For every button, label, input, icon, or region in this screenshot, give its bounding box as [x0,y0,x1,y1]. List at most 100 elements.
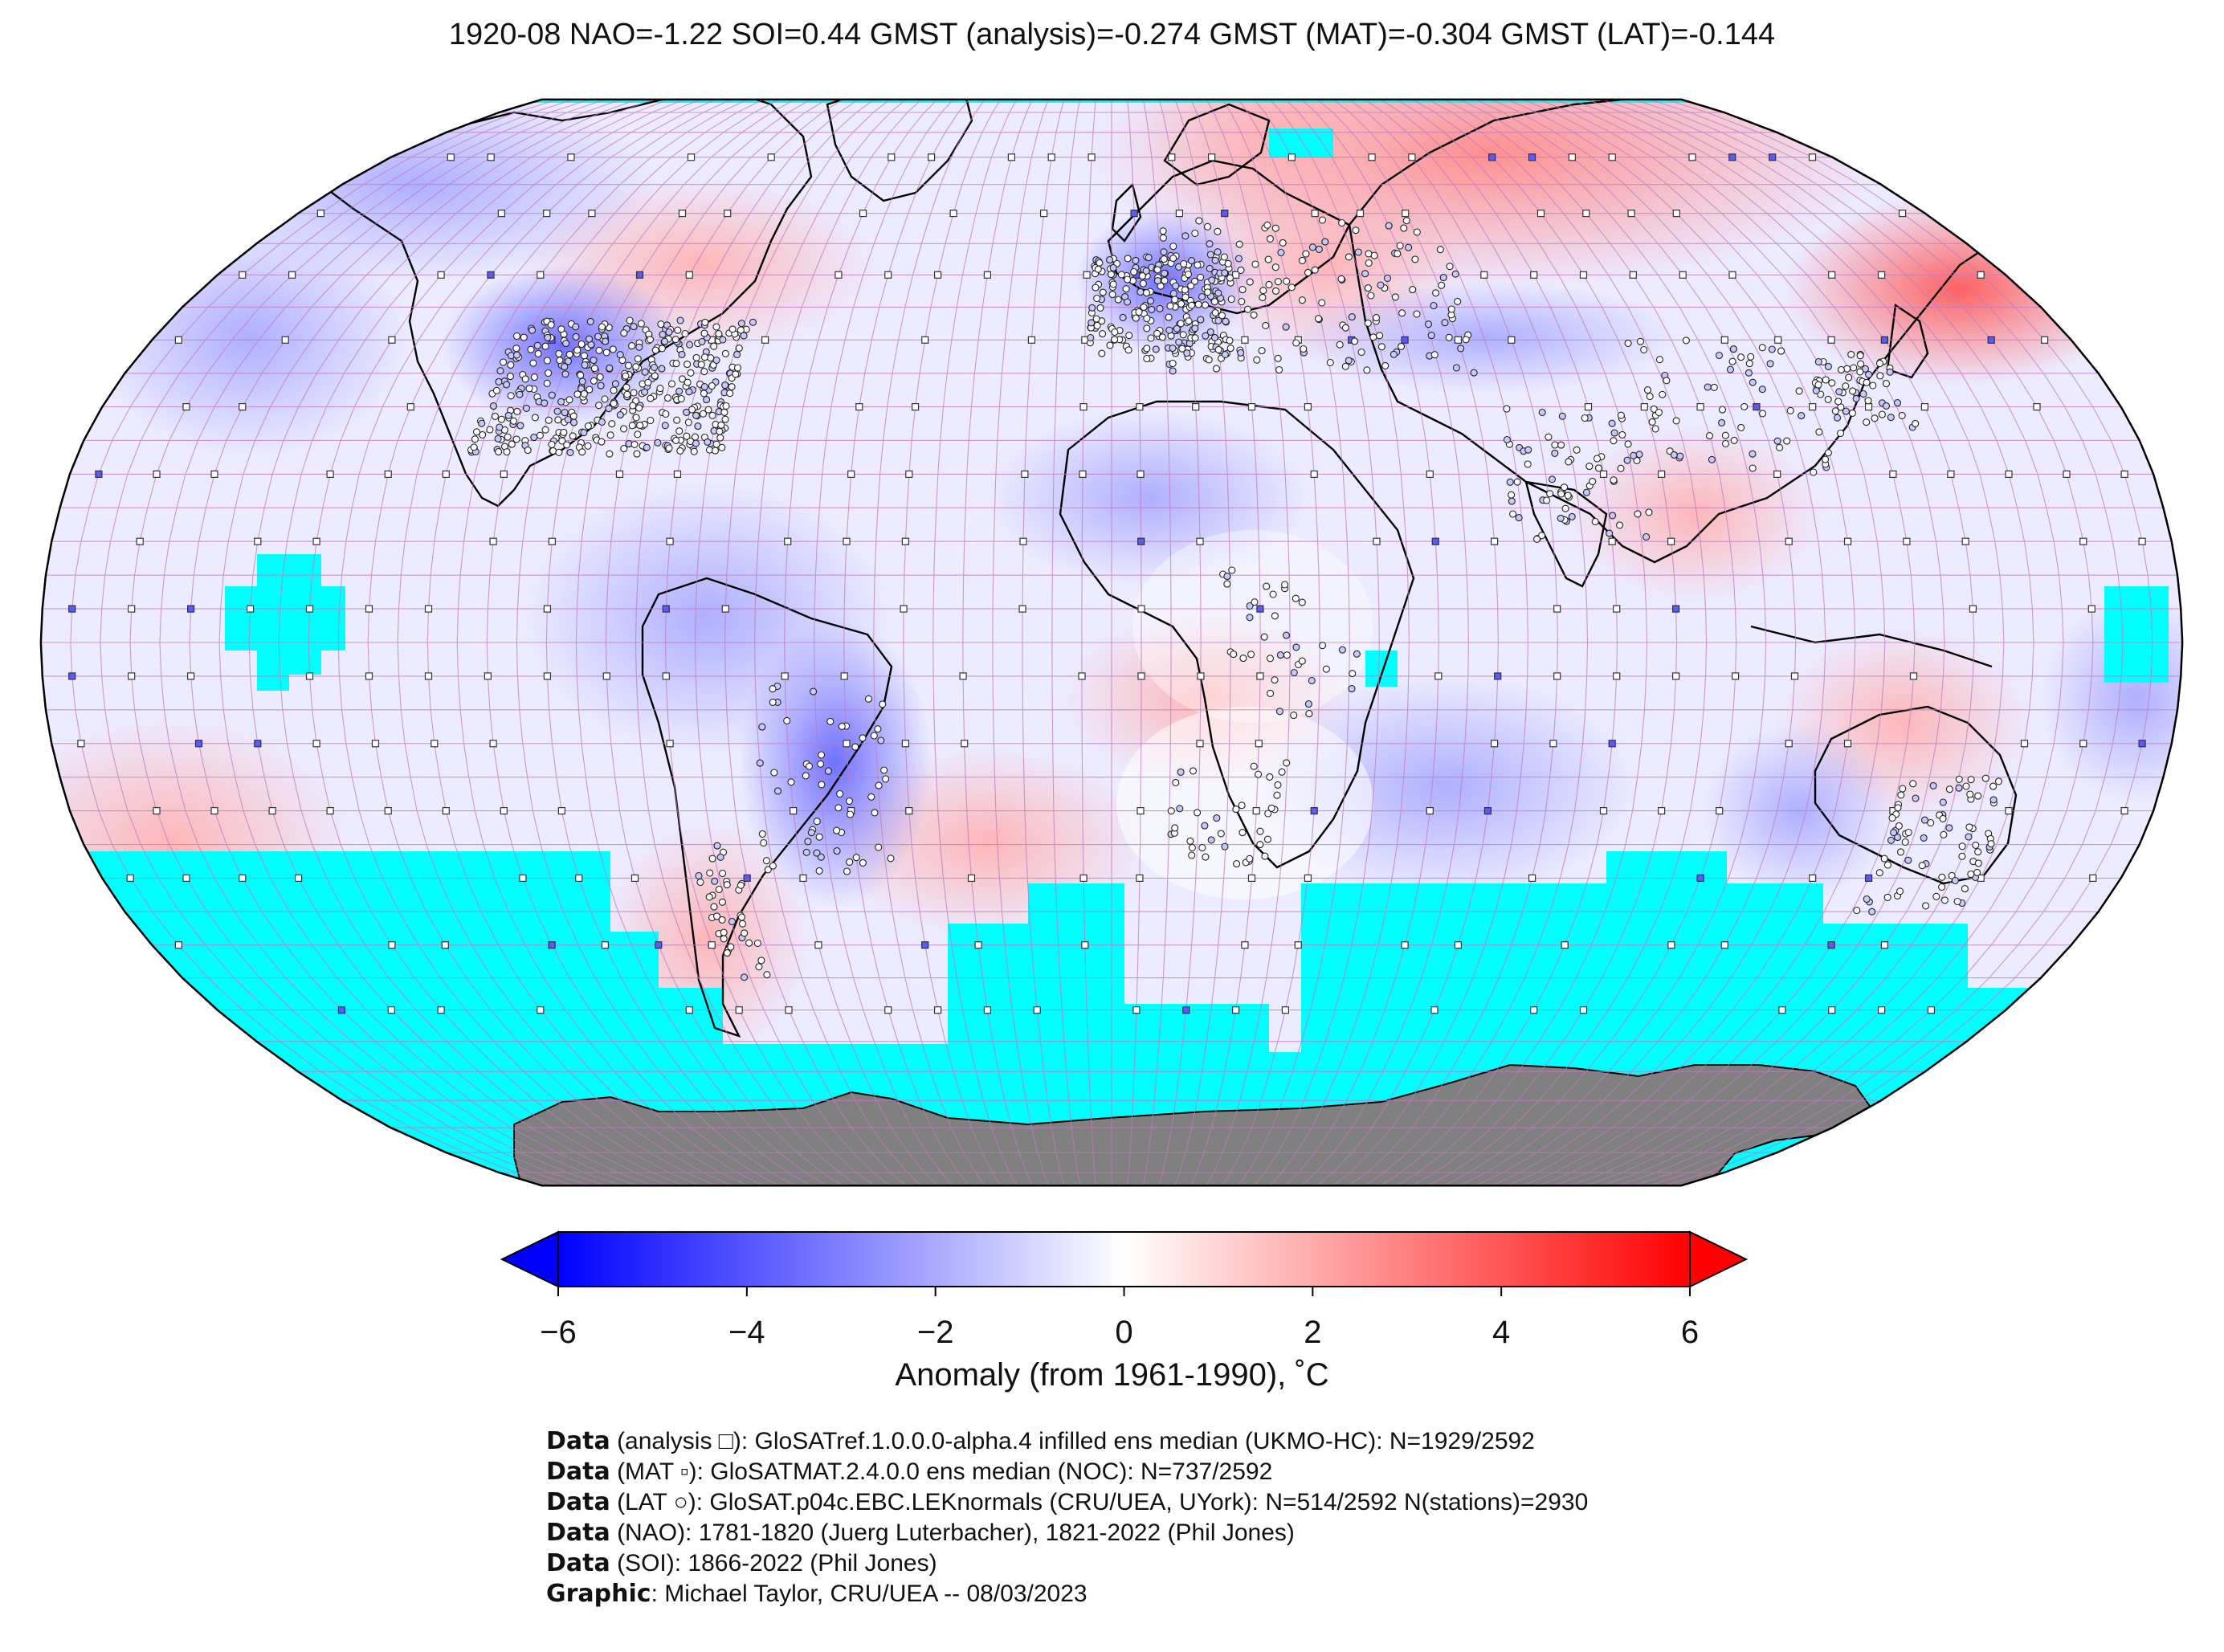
station-marker [524,447,532,455]
station-marker [1798,412,1806,420]
station-marker [704,438,712,446]
station-marker [1454,297,1462,305]
station-marker [1413,228,1421,236]
station-marker [1961,885,1969,893]
station-marker [787,778,795,786]
colorbar-tick-label: 2 [1304,1315,1321,1350]
analysis-marker [1909,672,1918,680]
station-marker [762,857,770,865]
station-marker [1376,332,1384,340]
station-marker [1564,492,1572,500]
station-marker [1088,319,1096,327]
station-marker [590,365,598,373]
analysis-marker [2005,806,2013,815]
station-marker [753,939,761,948]
analysis-marker [126,874,134,883]
station-marker [569,432,577,440]
station-marker [1912,794,1920,802]
station-marker [1974,848,1982,856]
station-marker [529,359,537,367]
analysis-marker [1627,210,1635,218]
analysis-marker [1903,537,1911,545]
station-marker [760,838,768,847]
analysis-marker [1136,806,1145,815]
station-marker [1945,785,1953,793]
station-marker [594,332,602,341]
analysis-marker [1640,403,1648,411]
station-marker [1377,343,1385,351]
station-marker [805,762,814,770]
station-marker [763,971,771,979]
analysis-marker [1969,605,1977,613]
analysis-marker [1528,153,1536,161]
station-marker [1617,411,1625,419]
analysis-marker [1079,874,1088,883]
station-marker [1391,293,1399,301]
grid-meridian [1427,99,1708,1186]
station-marker [1292,643,1300,651]
analysis-marker [1231,1006,1240,1014]
analysis-marker [1083,271,1091,279]
station-marker [584,442,592,450]
analysis-marker [1987,336,1995,344]
station-marker [1223,573,1231,581]
analysis-marker [1696,874,1704,883]
station-marker [836,789,844,798]
station-marker [1165,326,1173,334]
analysis-marker [1774,336,1782,344]
credit-line: Data (MAT ▫): GloSATMAT.2.4.0.0 ens medi… [546,1458,1273,1486]
station-marker [1226,274,1234,282]
analysis-marker [1809,874,1817,883]
analysis-marker [1658,806,1666,815]
station-marker [1451,270,1459,278]
station-marker [1895,822,1903,830]
station-marker [1087,333,1095,342]
analysis-marker [785,1006,793,1014]
station-marker [721,381,729,390]
station-marker [833,847,841,855]
station-marker [710,903,718,911]
analysis-marker [1579,271,1588,279]
station-marker [690,447,698,455]
analysis-marker [921,336,929,344]
analysis-marker [442,470,450,479]
station-marker [677,394,685,403]
station-marker [1824,449,1832,457]
station-marker [1773,437,1781,445]
analysis-marker [933,1006,942,1014]
station-marker [1250,311,1258,319]
station-marker [616,351,624,359]
station-marker [623,390,631,398]
station-marker [1557,514,1565,522]
station-marker [1524,460,1532,468]
station-marker [503,381,511,389]
station-marker [1122,285,1130,293]
station-marker [641,388,649,396]
station-marker [1321,238,1329,246]
station-marker [713,842,721,850]
analysis-marker [1281,1006,1290,1014]
analysis-marker [911,403,920,411]
grid-meridian [1586,99,2005,1186]
station-marker [531,414,539,422]
grid-meridian [695,99,891,1186]
analysis-marker [77,740,85,748]
analysis-marker [615,470,624,479]
station-marker [1337,275,1345,283]
analysis-marker [666,537,674,545]
station-marker [608,420,616,428]
station-marker [1158,333,1166,341]
station-marker [1745,360,1753,368]
station-marker [1266,655,1275,663]
station-marker [1232,806,1240,814]
grid-meridian [664,99,875,1186]
analysis-marker [1079,470,1087,479]
analysis-marker [743,874,751,883]
analysis-marker [2063,470,2071,479]
station-marker [698,337,706,346]
grid-meridian [545,99,811,1186]
station-marker [874,725,882,733]
station-marker [692,411,700,419]
analysis-marker [1168,153,1176,161]
grid-meridian [1618,99,2064,1186]
